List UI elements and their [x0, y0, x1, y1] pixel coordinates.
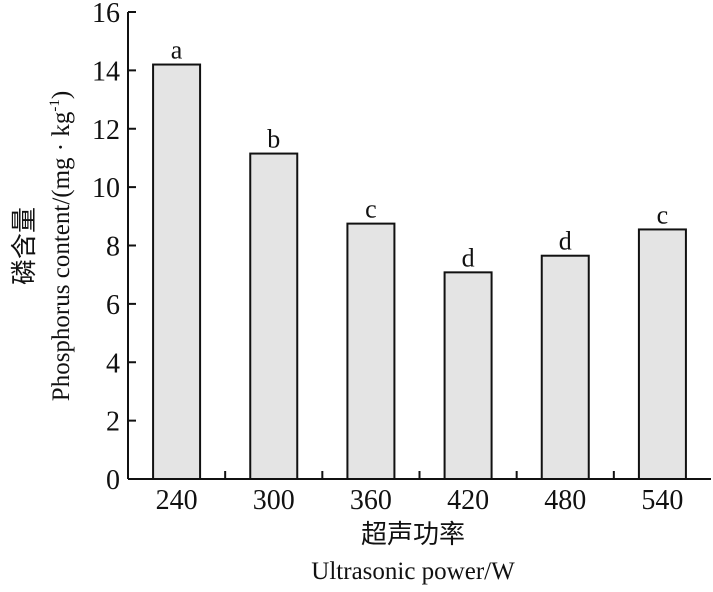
y-axis-label-en: Phosphorus content/(mg · kg-1) [47, 91, 75, 401]
bar [152, 63, 202, 480]
y-axis-label-en-tail: ) [48, 91, 75, 99]
y-tick-label: 14 [92, 56, 120, 87]
y-tick-label: 8 [106, 232, 120, 263]
bar [637, 228, 687, 480]
x-tick-label: 540 [641, 485, 683, 516]
x-tick-label: 360 [350, 485, 392, 516]
y-tick-label: 16 [92, 0, 120, 29]
y-tick-label: 2 [106, 407, 120, 438]
significance-letter: c [657, 200, 669, 229]
y-ticks-group: 0 2 4 6 8 10 12 14 16 [92, 0, 136, 496]
bar [346, 222, 396, 480]
y-tick-label: 0 [106, 465, 120, 496]
significance-letter: d [559, 227, 572, 256]
significance-letters-group: a b c d d c [171, 36, 668, 273]
y-tick-label: 4 [106, 348, 120, 379]
y-axis-label-en-sup: -1 [47, 99, 63, 112]
bar [443, 271, 493, 481]
significance-letter: a [171, 36, 183, 65]
bars-group [152, 63, 687, 481]
bar [249, 152, 299, 480]
x-tick-label: 300 [253, 485, 295, 516]
x-ticks-group: 240 300 360 420 480 540 [156, 471, 683, 516]
bar [540, 254, 590, 480]
x-axis-label-en: Ultrasonic power/W [311, 558, 515, 585]
x-tick-label: 420 [447, 485, 489, 516]
y-axis-label-en-main: Phosphorus content/(mg · kg [48, 111, 75, 401]
y-tick-label: 6 [106, 290, 120, 321]
significance-letter: c [365, 195, 377, 224]
x-tick-label: 480 [544, 485, 586, 516]
x-tick-label: 240 [156, 485, 198, 516]
x-axis-label-cn: 超声功率 [361, 520, 465, 550]
y-tick-label: 10 [92, 173, 120, 204]
significance-letter: b [267, 125, 280, 154]
significance-letter: d [462, 243, 475, 272]
y-tick-label: 12 [92, 115, 120, 146]
y-axis-label-cn: 磷含量 [10, 207, 40, 285]
